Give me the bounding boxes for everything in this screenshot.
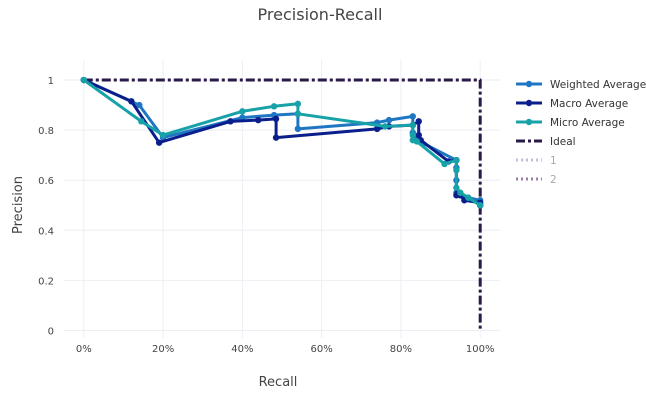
- plot-area: [80, 76, 484, 331]
- data-point: [255, 116, 262, 124]
- data-point: [453, 156, 460, 164]
- x-tick-label: 0%: [76, 344, 92, 355]
- legend: Weighted Average Macro Average Micro Avera…: [516, 79, 646, 186]
- x-tick-label: 60%: [311, 344, 333, 355]
- chart-title: Precision-Recall: [258, 5, 383, 24]
- y-tick-label: 1: [48, 76, 54, 87]
- data-point: [80, 76, 88, 84]
- data-point: [227, 118, 234, 125]
- data-point: [294, 100, 302, 108]
- legend-label: 2: [550, 174, 557, 186]
- data-point: [128, 98, 135, 105]
- legend-marker: [525, 80, 533, 88]
- data-point: [409, 121, 416, 129]
- x-tick-label: 80%: [390, 344, 412, 355]
- legend-label: Macro Average: [550, 98, 628, 110]
- data-point: [409, 131, 416, 139]
- series-line-ideal: [83, 78, 482, 331]
- data-point: [465, 194, 472, 201]
- legend-label: Micro Average: [550, 117, 625, 129]
- data-point: [409, 113, 416, 120]
- data-point: [272, 115, 280, 123]
- data-point: [453, 184, 460, 191]
- data-point: [155, 139, 163, 146]
- data-point: [385, 116, 393, 124]
- y-tick-label: 0.6: [38, 176, 54, 187]
- x-axis-ticks: 0% 20% 40% 60% 80% 100%: [76, 344, 495, 355]
- y-tick-label: 0: [48, 326, 54, 337]
- y-tick-label: 0.4: [38, 226, 54, 237]
- data-point: [373, 125, 381, 133]
- legend-label: Weighted Average: [550, 79, 646, 91]
- data-point: [457, 189, 464, 196]
- data-point: [294, 125, 302, 133]
- x-axis-label: Recall: [259, 375, 298, 390]
- y-axis-label: Precision: [11, 176, 26, 234]
- data-point: [453, 166, 460, 174]
- x-tick-label: 20%: [152, 344, 174, 355]
- legend-label: Ideal: [550, 136, 576, 148]
- legend-marker: [525, 118, 533, 126]
- y-tick-label: 0.2: [38, 276, 54, 287]
- data-point: [381, 123, 389, 130]
- data-point: [272, 134, 280, 141]
- legend-label: 1: [550, 155, 557, 167]
- data-point: [136, 101, 143, 109]
- data-point: [413, 138, 420, 145]
- data-point: [415, 118, 422, 125]
- data-point: [441, 160, 448, 168]
- data-point: [159, 131, 167, 139]
- data-point: [294, 110, 302, 118]
- x-tick-label: 40%: [231, 344, 253, 355]
- y-tick-label: 0.8: [38, 126, 54, 137]
- data-point: [138, 118, 145, 125]
- data-point: [415, 131, 422, 139]
- data-point: [239, 108, 246, 115]
- y-axis-ticks: 0 0.2 0.4 0.6 0.8 1: [38, 76, 54, 337]
- data-point: [270, 103, 278, 110]
- data-point: [239, 114, 246, 121]
- x-tick-label: 100%: [466, 344, 495, 355]
- legend-marker: [525, 99, 533, 107]
- data-point: [476, 202, 484, 209]
